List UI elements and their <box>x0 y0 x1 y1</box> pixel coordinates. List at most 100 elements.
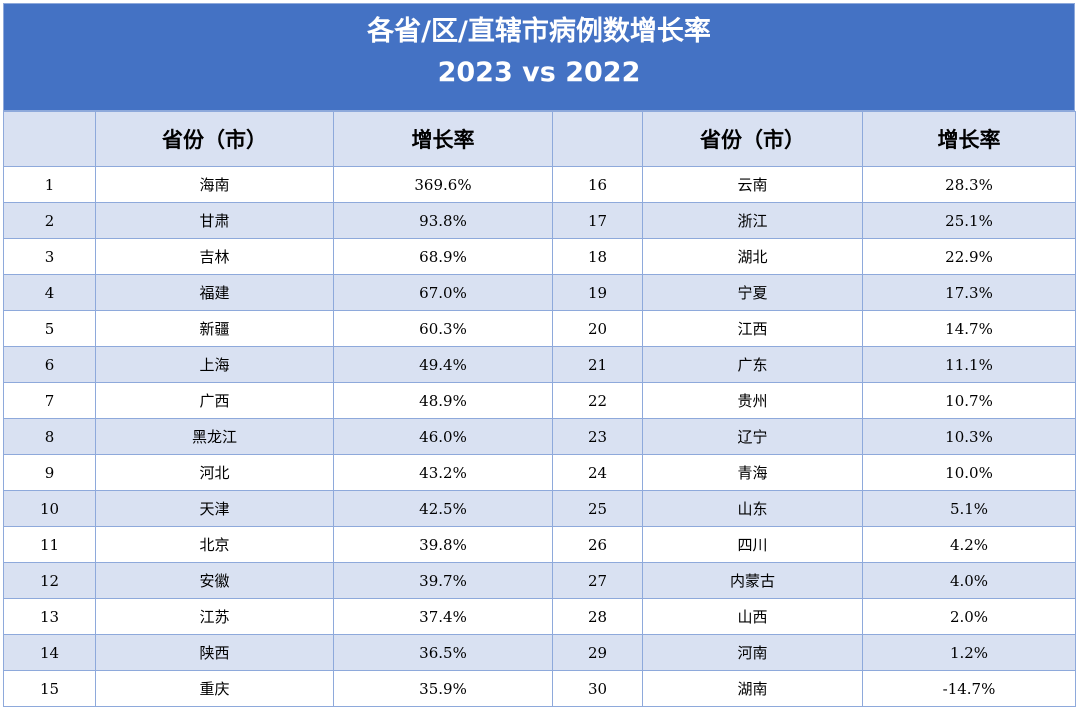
header-province-right: 省份（市） <box>642 111 863 167</box>
row-index-left: 8 <box>3 418 96 455</box>
row-index-right: 27 <box>552 562 643 599</box>
row-rate-left: 42.5% <box>333 490 553 527</box>
row-province-right: 山东 <box>642 490 863 527</box>
row-index-right: 24 <box>552 454 643 491</box>
table-row: 12 安徽 39.7% 27 内蒙古 4.0% <box>3 562 1076 599</box>
row-index-right: 18 <box>552 238 643 275</box>
table-row: 7 广西 48.9% 22 贵州 10.7% <box>3 382 1076 419</box>
row-province-left: 黑龙江 <box>95 418 334 455</box>
row-index-left: 15 <box>3 670 96 707</box>
row-index-left: 4 <box>3 274 96 311</box>
table-subtitle: 2023 vs 2022 <box>437 57 641 88</box>
row-rate-right: 1.2% <box>862 634 1076 671</box>
row-rate-left: 39.7% <box>333 562 553 599</box>
table-row: 13 江苏 37.4% 28 山西 2.0% <box>3 598 1076 635</box>
row-rate-left: 37.4% <box>333 598 553 635</box>
row-rate-right: -14.7% <box>862 670 1076 707</box>
row-province-right: 四川 <box>642 526 863 563</box>
row-province-right: 青海 <box>642 454 863 491</box>
row-index-right: 28 <box>552 598 643 635</box>
row-index-left: 2 <box>3 202 96 239</box>
row-province-left: 天津 <box>95 490 334 527</box>
row-province-left: 吉林 <box>95 238 334 275</box>
row-province-right: 云南 <box>642 166 863 203</box>
row-rate-right: 4.2% <box>862 526 1076 563</box>
row-province-left: 福建 <box>95 274 334 311</box>
table-row: 2 甘肃 93.8% 17 浙江 25.1% <box>3 202 1076 239</box>
row-province-right: 内蒙古 <box>642 562 863 599</box>
row-rate-right: 2.0% <box>862 598 1076 635</box>
row-province-right: 河南 <box>642 634 863 671</box>
row-index-right: 30 <box>552 670 643 707</box>
row-rate-right: 22.9% <box>862 238 1076 275</box>
row-rate-left: 68.9% <box>333 238 553 275</box>
row-rate-left: 49.4% <box>333 346 553 383</box>
row-province-left: 安徽 <box>95 562 334 599</box>
row-rate-right: 28.3% <box>862 166 1076 203</box>
row-index-left: 13 <box>3 598 96 635</box>
row-index-right: 23 <box>552 418 643 455</box>
table-row: 3 吉林 68.9% 18 湖北 22.9% <box>3 238 1076 275</box>
table-header-row: 省份（市） 增长率 省份（市） 增长率 <box>3 111 1076 167</box>
table-title-block: 各省/区/直辖市病例数增长率 2023 vs 2022 <box>3 3 1075 111</box>
growth-rate-table-container: 各省/区/直辖市病例数增长率 2023 vs 2022 省份（市） 增长率 省份… <box>3 3 1076 707</box>
table-row: 5 新疆 60.3% 20 江西 14.7% <box>3 310 1076 347</box>
row-rate-right: 10.3% <box>862 418 1076 455</box>
header-index-right <box>552 111 643 167</box>
row-index-right: 29 <box>552 634 643 671</box>
row-index-left: 6 <box>3 346 96 383</box>
row-province-left: 陕西 <box>95 634 334 671</box>
row-province-left: 新疆 <box>95 310 334 347</box>
row-province-right: 山西 <box>642 598 863 635</box>
row-province-right: 江西 <box>642 310 863 347</box>
table-row: 10 天津 42.5% 25 山东 5.1% <box>3 490 1076 527</box>
row-province-left: 海南 <box>95 166 334 203</box>
header-province-left: 省份（市） <box>95 111 334 167</box>
row-index-right: 20 <box>552 310 643 347</box>
header-rate-left: 增长率 <box>333 111 553 167</box>
table-row: 14 陕西 36.5% 29 河南 1.2% <box>3 634 1076 671</box>
header-index-left <box>3 111 96 167</box>
row-province-right: 宁夏 <box>642 274 863 311</box>
row-rate-left: 35.9% <box>333 670 553 707</box>
row-index-left: 3 <box>3 238 96 275</box>
row-index-left: 10 <box>3 490 96 527</box>
row-rate-right: 4.0% <box>862 562 1076 599</box>
row-rate-left: 43.2% <box>333 454 553 491</box>
table-row: 11 北京 39.8% 26 四川 4.2% <box>3 526 1076 563</box>
row-province-right: 贵州 <box>642 382 863 419</box>
table-row: 1 海南 369.6% 16 云南 28.3% <box>3 166 1076 203</box>
row-province-left: 上海 <box>95 346 334 383</box>
row-rate-right: 11.1% <box>862 346 1076 383</box>
row-rate-left: 369.6% <box>333 166 553 203</box>
row-index-left: 12 <box>3 562 96 599</box>
row-index-right: 21 <box>552 346 643 383</box>
row-rate-left: 48.9% <box>333 382 553 419</box>
row-rate-left: 67.0% <box>333 274 553 311</box>
row-province-left: 广西 <box>95 382 334 419</box>
header-rate-right: 增长率 <box>862 111 1076 167</box>
table-body: 1 海南 369.6% 16 云南 28.3% 2 甘肃 93.8% 17 浙江 25.1% 3 吉林 68… <box>3 166 1076 707</box>
row-index-right: 25 <box>552 490 643 527</box>
row-rate-left: 46.0% <box>333 418 553 455</box>
row-province-left: 甘肃 <box>95 202 334 239</box>
row-province-left: 江苏 <box>95 598 334 635</box>
row-province-right: 湖北 <box>642 238 863 275</box>
row-index-left: 14 <box>3 634 96 671</box>
table-row: 6 上海 49.4% 21 广东 11.1% <box>3 346 1076 383</box>
table-row: 4 福建 67.0% 19 宁夏 17.3% <box>3 274 1076 311</box>
row-rate-right: 10.7% <box>862 382 1076 419</box>
row-rate-right: 14.7% <box>862 310 1076 347</box>
row-index-left: 9 <box>3 454 96 491</box>
row-rate-right: 5.1% <box>862 490 1076 527</box>
row-rate-left: 93.8% <box>333 202 553 239</box>
row-index-left: 1 <box>3 166 96 203</box>
row-rate-left: 36.5% <box>333 634 553 671</box>
row-province-left: 河北 <box>95 454 334 491</box>
row-rate-right: 25.1% <box>862 202 1076 239</box>
table-row: 15 重庆 35.9% 30 湖南 -14.7% <box>3 670 1076 707</box>
row-province-left: 重庆 <box>95 670 334 707</box>
table-title: 各省/区/直辖市病例数增长率 <box>367 16 711 47</box>
table-row: 9 河北 43.2% 24 青海 10.0% <box>3 454 1076 491</box>
row-index-right: 16 <box>552 166 643 203</box>
